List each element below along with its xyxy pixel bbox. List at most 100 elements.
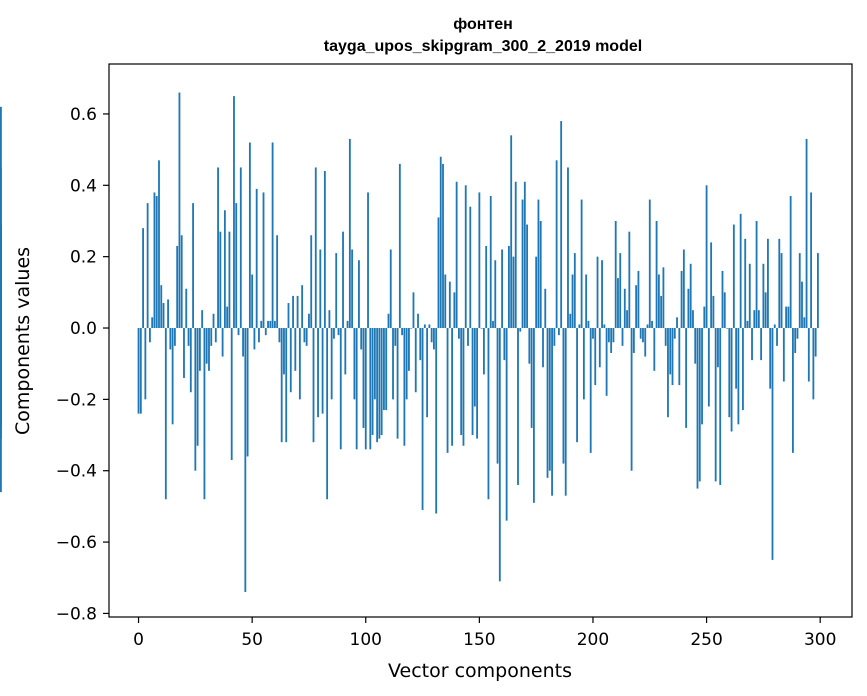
y-tick-label: 0.4 [70,176,97,196]
y-tick-label: 0.6 [70,105,97,125]
bar [430,328,433,343]
bar [373,328,376,400]
bar [0,328,2,389]
bar [330,328,333,400]
bar [398,163,401,329]
bar [221,328,224,357]
bar [596,256,599,329]
bar [705,185,708,329]
bar [737,328,740,425]
bar [273,320,276,329]
bar [510,135,513,329]
bar [794,328,797,353]
bar [489,196,492,329]
bar [628,231,631,329]
bar [610,328,613,353]
bar [635,285,638,329]
bar [196,328,199,446]
bar [194,328,197,471]
y-axis-ticks: −0.8 −0.6 −0.4 −0.2 0.0 0.2 0.4 0.6 [56,105,109,624]
bar [242,328,244,357]
bar [251,274,254,329]
bar [153,192,156,329]
bar [560,121,563,329]
bar [305,328,308,346]
bar [433,328,435,350]
bar [389,249,392,329]
bar [546,328,549,478]
bar [401,328,404,336]
bar [564,328,567,496]
bar [773,324,776,329]
bar [746,320,749,329]
x-tick-label: 300 [804,630,836,650]
bar [748,263,751,329]
bar [692,310,694,329]
bar [587,320,590,329]
bar [810,192,813,329]
chart-title-line-2: tayga_upos_skipgram_300_2_2019 model [324,38,642,55]
bar [603,324,606,329]
bar [339,328,342,450]
bar [585,274,588,329]
bar [144,328,147,400]
bar [289,328,292,393]
y-tick-label: 0.2 [70,248,97,268]
bar [769,328,772,389]
bar [292,295,294,329]
bar [344,328,347,375]
bar [396,328,399,439]
bar [333,328,335,339]
bar [455,181,458,329]
bar [476,328,478,439]
x-tick-label: 200 [577,630,609,650]
bar [353,328,356,400]
bar [771,328,774,560]
bar [280,328,283,443]
bar [753,310,756,329]
bar [521,199,524,329]
bar [573,253,576,329]
bar [419,328,422,361]
bar [676,317,678,329]
bar [657,274,660,329]
bar [798,253,801,329]
bar [323,171,326,329]
bar [594,328,597,386]
bar [185,288,188,329]
bar [208,328,210,371]
bar [619,253,622,329]
bar [358,260,360,329]
bar [192,203,194,329]
bar [730,328,733,432]
bar [335,253,338,329]
bar [253,328,256,350]
bar [162,303,165,329]
bar [0,224,2,329]
bar [480,328,483,329]
bar [303,328,306,343]
bar [576,328,578,443]
bar [544,288,547,329]
bar [707,328,710,407]
bar [644,328,647,357]
bar [680,270,683,329]
bar [326,328,329,500]
bar [662,267,665,329]
bar [383,328,385,411]
bar [551,328,553,496]
bar [578,324,581,329]
bar [646,324,649,329]
bar [814,328,817,357]
bar [310,235,313,329]
bar [723,292,726,329]
bar [267,320,269,329]
bar [205,328,208,364]
bar [360,328,363,350]
bar [664,328,667,346]
bar [698,328,701,482]
bar [180,235,183,329]
bar [176,245,179,329]
bar [671,328,674,386]
bar [696,328,699,489]
